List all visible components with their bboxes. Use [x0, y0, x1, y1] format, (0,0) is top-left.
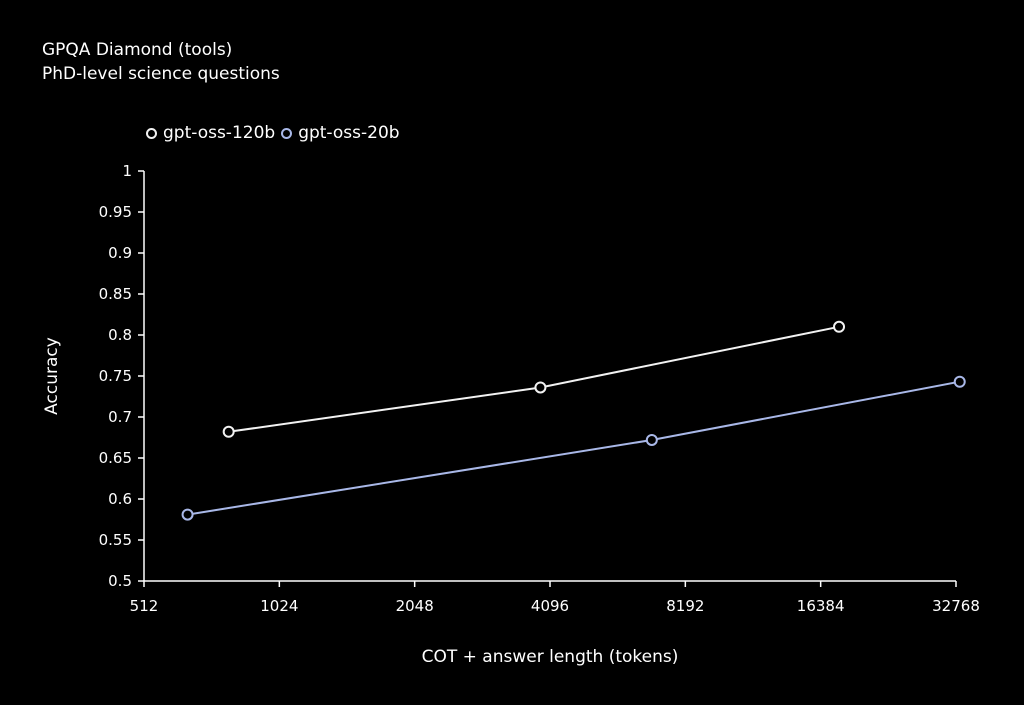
y-tick-label: 0.55 — [99, 531, 132, 549]
legend-marker-series-2 — [281, 127, 293, 139]
series-2-point-2 — [645, 433, 658, 446]
series-line-2 — [187, 380, 960, 516]
chart-title-block: GPQA Diamond (tools) PhD-level science q… — [42, 38, 280, 86]
x-tick-label: 16384 — [797, 597, 845, 615]
chart-subtitle: PhD-level science questions — [42, 64, 280, 84]
y-tick-label: 0.95 — [99, 203, 132, 221]
series-line-1 — [228, 325, 840, 433]
legend-label-series-2: gpt-oss-20b — [298, 123, 400, 143]
x-tick-label: 4096 — [531, 597, 569, 615]
y-tick-label: 0.75 — [99, 367, 132, 385]
y-tick-label: 0.5 — [108, 572, 132, 590]
series-1-point-3 — [833, 320, 846, 333]
y-tick-label: 0.65 — [99, 449, 132, 467]
series-1-point-2 — [534, 381, 547, 394]
y-tick-label: 0.85 — [99, 285, 132, 303]
x-tick-label: 8192 — [666, 597, 704, 615]
y-tick-label: 0.8 — [108, 326, 132, 344]
x-tick-label: 512 — [130, 597, 159, 615]
x-tick-label: 2048 — [396, 597, 434, 615]
x-axis-title: COT + answer length (tokens) — [422, 647, 679, 667]
legend-item-series-1: gpt-oss-120b — [146, 123, 275, 143]
x-tick-label: 1024 — [260, 597, 298, 615]
legend-marker-series-1 — [146, 127, 157, 139]
series-2-point-3 — [953, 375, 966, 388]
chart-title: GPQA Diamond (tools) — [42, 40, 233, 60]
series-1-point-1 — [222, 425, 235, 438]
y-tick-label: 0.9 — [108, 244, 132, 262]
legend-item-series-2: gpt-oss-20b — [281, 123, 400, 143]
y-axis-title: Accuracy — [42, 337, 62, 415]
series-2-point-1 — [181, 508, 194, 521]
y-tick-label: 1 — [122, 162, 132, 180]
y-tick-label: 0.7 — [108, 408, 132, 426]
x-tick-label: 32768 — [932, 597, 980, 615]
y-tick-label: 0.6 — [108, 490, 132, 508]
chart-legend: gpt-oss-120b gpt-oss-20b — [146, 123, 406, 143]
legend-label-series-1: gpt-oss-120b — [163, 123, 276, 143]
